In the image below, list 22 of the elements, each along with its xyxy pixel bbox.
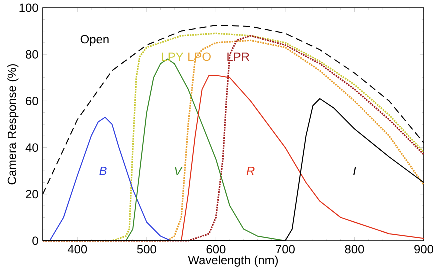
y-tick-label: 80 [26,50,38,59]
x-axis-title: Wavelength (nm) [188,256,278,267]
y-tick-label: 20 [26,190,38,199]
y-tick-label: 40 [26,144,38,152]
x-tick-label: 800 [345,245,364,254]
y-tick-label: 0 [32,236,38,246]
series-label: B [100,166,107,176]
line-series [49,117,172,242]
x-tick-label: 500 [137,245,156,254]
x-tick-label: 400 [68,245,88,254]
x-tick-label: 900 [414,245,434,254]
y-tick-label: 100 [20,4,38,12]
series-label: LPR [228,52,250,62]
series-label: LPY [162,52,184,62]
text: V [175,166,183,176]
y-tick-label: 60 [26,96,38,106]
x-tick-label: 600 [206,245,226,254]
text: R [246,166,255,176]
text: I [354,166,356,176]
x-tick-label: 700 [276,245,295,254]
series-label: Open [80,35,109,46]
y-axis-title: Camera Response (%) [8,64,19,185]
